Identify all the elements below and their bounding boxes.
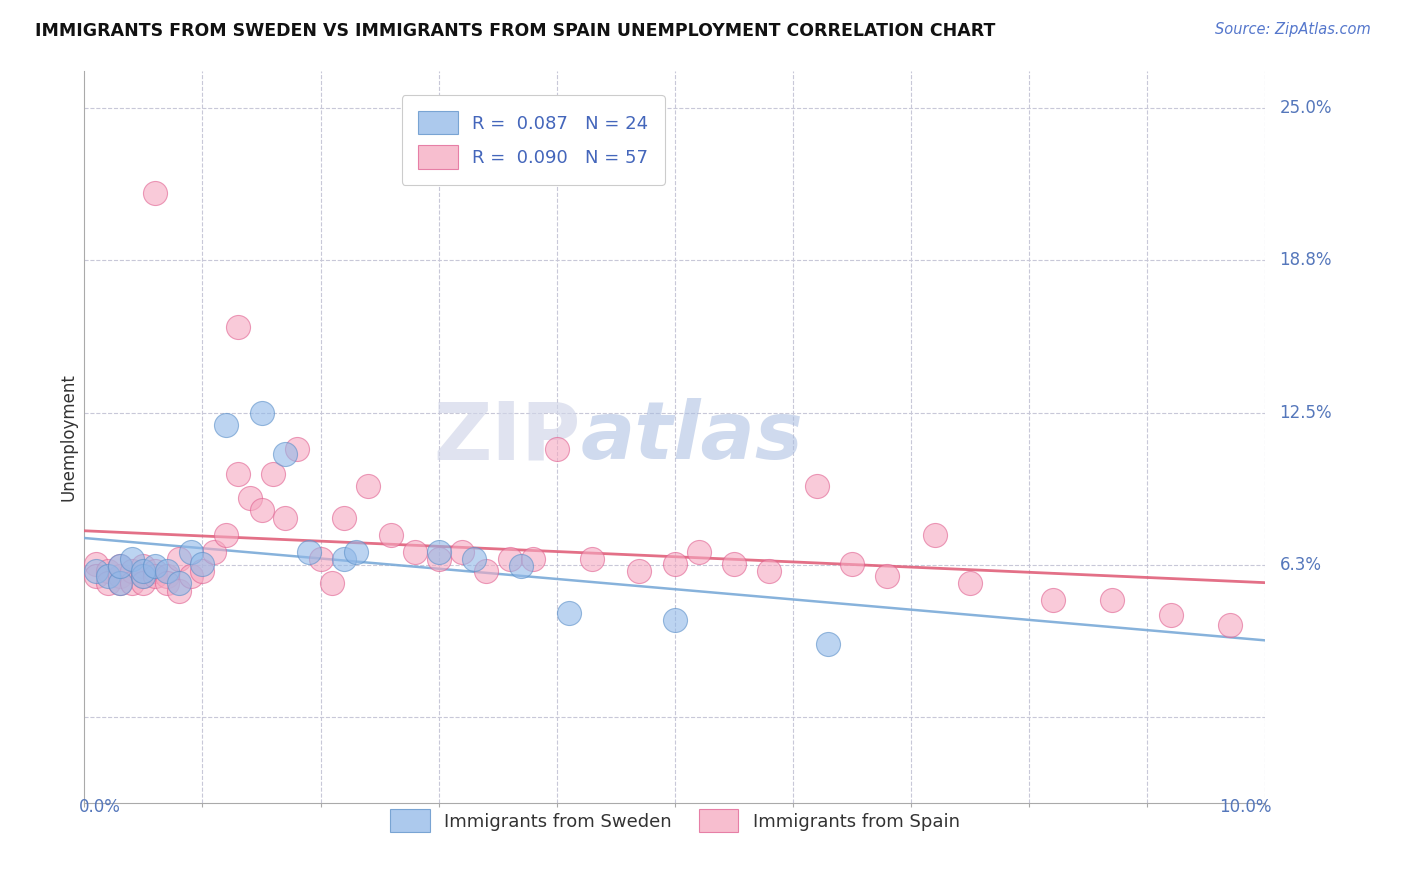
Point xyxy=(262,467,284,481)
Point xyxy=(475,564,498,578)
Point xyxy=(180,569,202,583)
Point xyxy=(121,576,143,591)
Point xyxy=(121,552,143,566)
Point xyxy=(143,569,166,583)
Point xyxy=(557,606,579,620)
Point xyxy=(758,564,780,578)
Point xyxy=(108,569,131,583)
Point xyxy=(108,576,131,591)
Point xyxy=(226,320,249,334)
Point xyxy=(274,510,297,524)
Point xyxy=(132,576,155,591)
Y-axis label: Unemployment: Unemployment xyxy=(59,373,77,501)
Point xyxy=(451,544,474,558)
Text: 0.0%: 0.0% xyxy=(79,798,121,816)
Point xyxy=(202,544,225,558)
Point xyxy=(239,491,262,505)
Point xyxy=(97,564,120,578)
Text: 6.3%: 6.3% xyxy=(1279,556,1322,574)
Text: IMMIGRANTS FROM SWEDEN VS IMMIGRANTS FROM SPAIN UNEMPLOYMENT CORRELATION CHART: IMMIGRANTS FROM SWEDEN VS IMMIGRANTS FRO… xyxy=(35,22,995,40)
Point xyxy=(1101,593,1123,607)
Point xyxy=(1160,608,1182,623)
Point xyxy=(215,527,238,541)
Point xyxy=(357,479,380,493)
Text: ZIP: ZIP xyxy=(433,398,581,476)
Point xyxy=(132,559,155,574)
Point xyxy=(806,479,828,493)
Point xyxy=(108,559,131,574)
Point xyxy=(108,576,131,591)
Point xyxy=(167,576,190,591)
Point xyxy=(1219,617,1241,632)
Point xyxy=(156,564,179,578)
Point xyxy=(143,186,166,201)
Point xyxy=(1042,593,1064,607)
Point xyxy=(841,557,863,571)
Point xyxy=(97,576,120,591)
Point xyxy=(191,564,214,578)
Point xyxy=(97,569,120,583)
Text: 18.8%: 18.8% xyxy=(1279,252,1331,269)
Point xyxy=(404,544,426,558)
Point xyxy=(333,552,356,566)
Point xyxy=(167,583,190,598)
Point xyxy=(522,552,544,566)
Point xyxy=(226,467,249,481)
Point xyxy=(380,527,402,541)
Point xyxy=(285,442,308,457)
Point xyxy=(108,559,131,574)
Point xyxy=(143,559,166,574)
Point xyxy=(143,564,166,578)
Point xyxy=(546,442,568,457)
Point xyxy=(156,576,179,591)
Text: 12.5%: 12.5% xyxy=(1279,404,1333,422)
Point xyxy=(167,552,190,566)
Legend: Immigrants from Sweden, Immigrants from Spain: Immigrants from Sweden, Immigrants from … xyxy=(381,800,969,841)
Point xyxy=(876,569,898,583)
Point xyxy=(180,544,202,558)
Point xyxy=(498,552,520,566)
Text: atlas: atlas xyxy=(581,398,803,476)
Point xyxy=(333,510,356,524)
Point xyxy=(959,576,981,591)
Text: 10.0%: 10.0% xyxy=(1219,798,1271,816)
Point xyxy=(132,569,155,583)
Point xyxy=(427,544,450,558)
Point xyxy=(156,569,179,583)
Point xyxy=(817,637,839,651)
Point xyxy=(132,564,155,578)
Point xyxy=(84,557,107,571)
Point xyxy=(250,406,273,420)
Point xyxy=(924,527,946,541)
Text: 25.0%: 25.0% xyxy=(1279,99,1331,117)
Point xyxy=(688,544,710,558)
Point xyxy=(84,569,107,583)
Text: Source: ZipAtlas.com: Source: ZipAtlas.com xyxy=(1215,22,1371,37)
Point xyxy=(427,552,450,566)
Point xyxy=(215,417,238,432)
Point xyxy=(628,564,651,578)
Point xyxy=(581,552,603,566)
Point xyxy=(121,564,143,578)
Point xyxy=(664,613,686,627)
Point xyxy=(723,557,745,571)
Point xyxy=(510,559,533,574)
Point xyxy=(309,552,332,566)
Point xyxy=(321,576,343,591)
Point xyxy=(274,447,297,461)
Point xyxy=(664,557,686,571)
Point xyxy=(84,564,107,578)
Point xyxy=(344,544,367,558)
Point xyxy=(132,569,155,583)
Point xyxy=(250,503,273,517)
Point xyxy=(298,544,321,558)
Point xyxy=(463,552,485,566)
Point xyxy=(191,557,214,571)
